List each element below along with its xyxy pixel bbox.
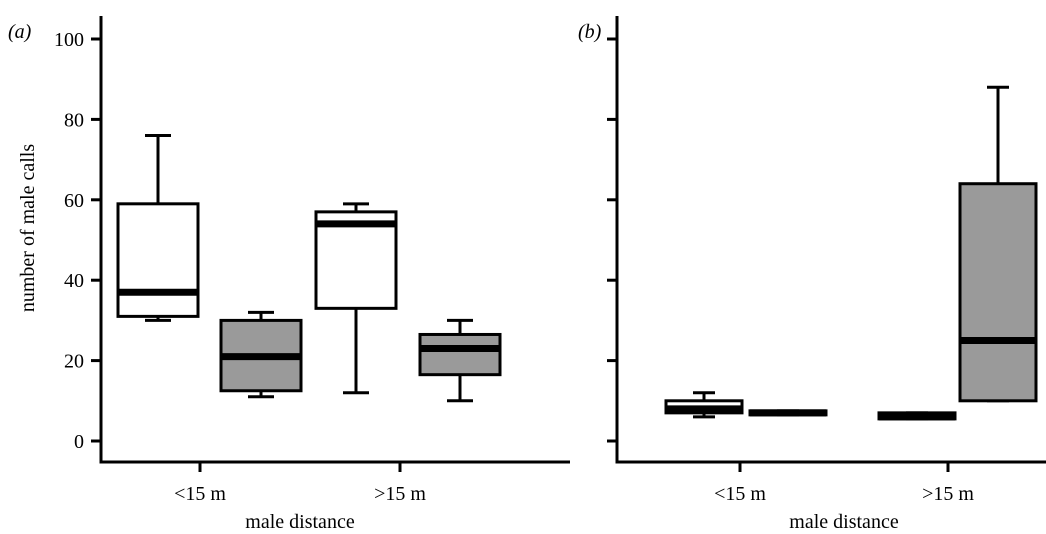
- panel-b-category-label-lt15: <15 m: [714, 483, 766, 505]
- panel-b: (b) <15 m >15 m male distance: [578, 16, 1046, 533]
- box-iqr: [314, 210, 398, 310]
- panel-a-box-gray-lt15: [219, 310, 303, 399]
- panel-b-box-gray-gt15: [958, 85, 1038, 403]
- panel-a-category-label-lt15: <15 m: [174, 483, 226, 505]
- panel-a-y-tick-label: 100: [54, 29, 84, 51]
- panel-a-box-white-gt15: [314, 202, 398, 395]
- panel-a: (a) 0 20 40 60 80 100 <15 m >15 m male distan…: [8, 16, 570, 533]
- box-iqr: [116, 202, 200, 318]
- panel-b-box-white-gt15: [877, 411, 957, 421]
- panel-a-y-axis: 0 20 40 60 80 100: [54, 16, 103, 462]
- panel-b-box-white-lt15: [664, 391, 744, 419]
- panel-a-y-tick-label: 60: [64, 190, 84, 212]
- panel-a-box-gray-gt15: [418, 318, 502, 403]
- panel-b-label: (b): [578, 21, 602, 43]
- panel-b-x-axis: [615, 460, 1046, 472]
- panel-b-plot-area: [664, 85, 1038, 421]
- panel-b-category-label-gt15: >15 m: [922, 483, 974, 505]
- panel-a-label: (a): [8, 21, 32, 43]
- panel-b-x-axis-title: male distance: [789, 511, 899, 533]
- panel-a-y-tick-label: 20: [64, 351, 84, 373]
- panel-a-y-tick-label: 40: [64, 270, 84, 292]
- panel-a-y-tick-label: 0: [74, 431, 84, 453]
- panel-a-box-white-lt15: [116, 133, 200, 322]
- panel-a-x-axis-title: male distance: [245, 511, 355, 533]
- panel-b-y-axis: [607, 16, 619, 462]
- panel-a-plot-area: [116, 133, 502, 403]
- panel-b-box-gray-lt15: [748, 409, 828, 417]
- panel-a-category-label-gt15: >15 m: [374, 483, 426, 505]
- box-iqr: [958, 182, 1038, 403]
- panel-a-y-tick-label: 80: [64, 109, 84, 131]
- box-iqr: [418, 332, 502, 377]
- y-axis-title: number of male calls: [17, 144, 39, 312]
- panel-a-x-axis: [99, 460, 570, 472]
